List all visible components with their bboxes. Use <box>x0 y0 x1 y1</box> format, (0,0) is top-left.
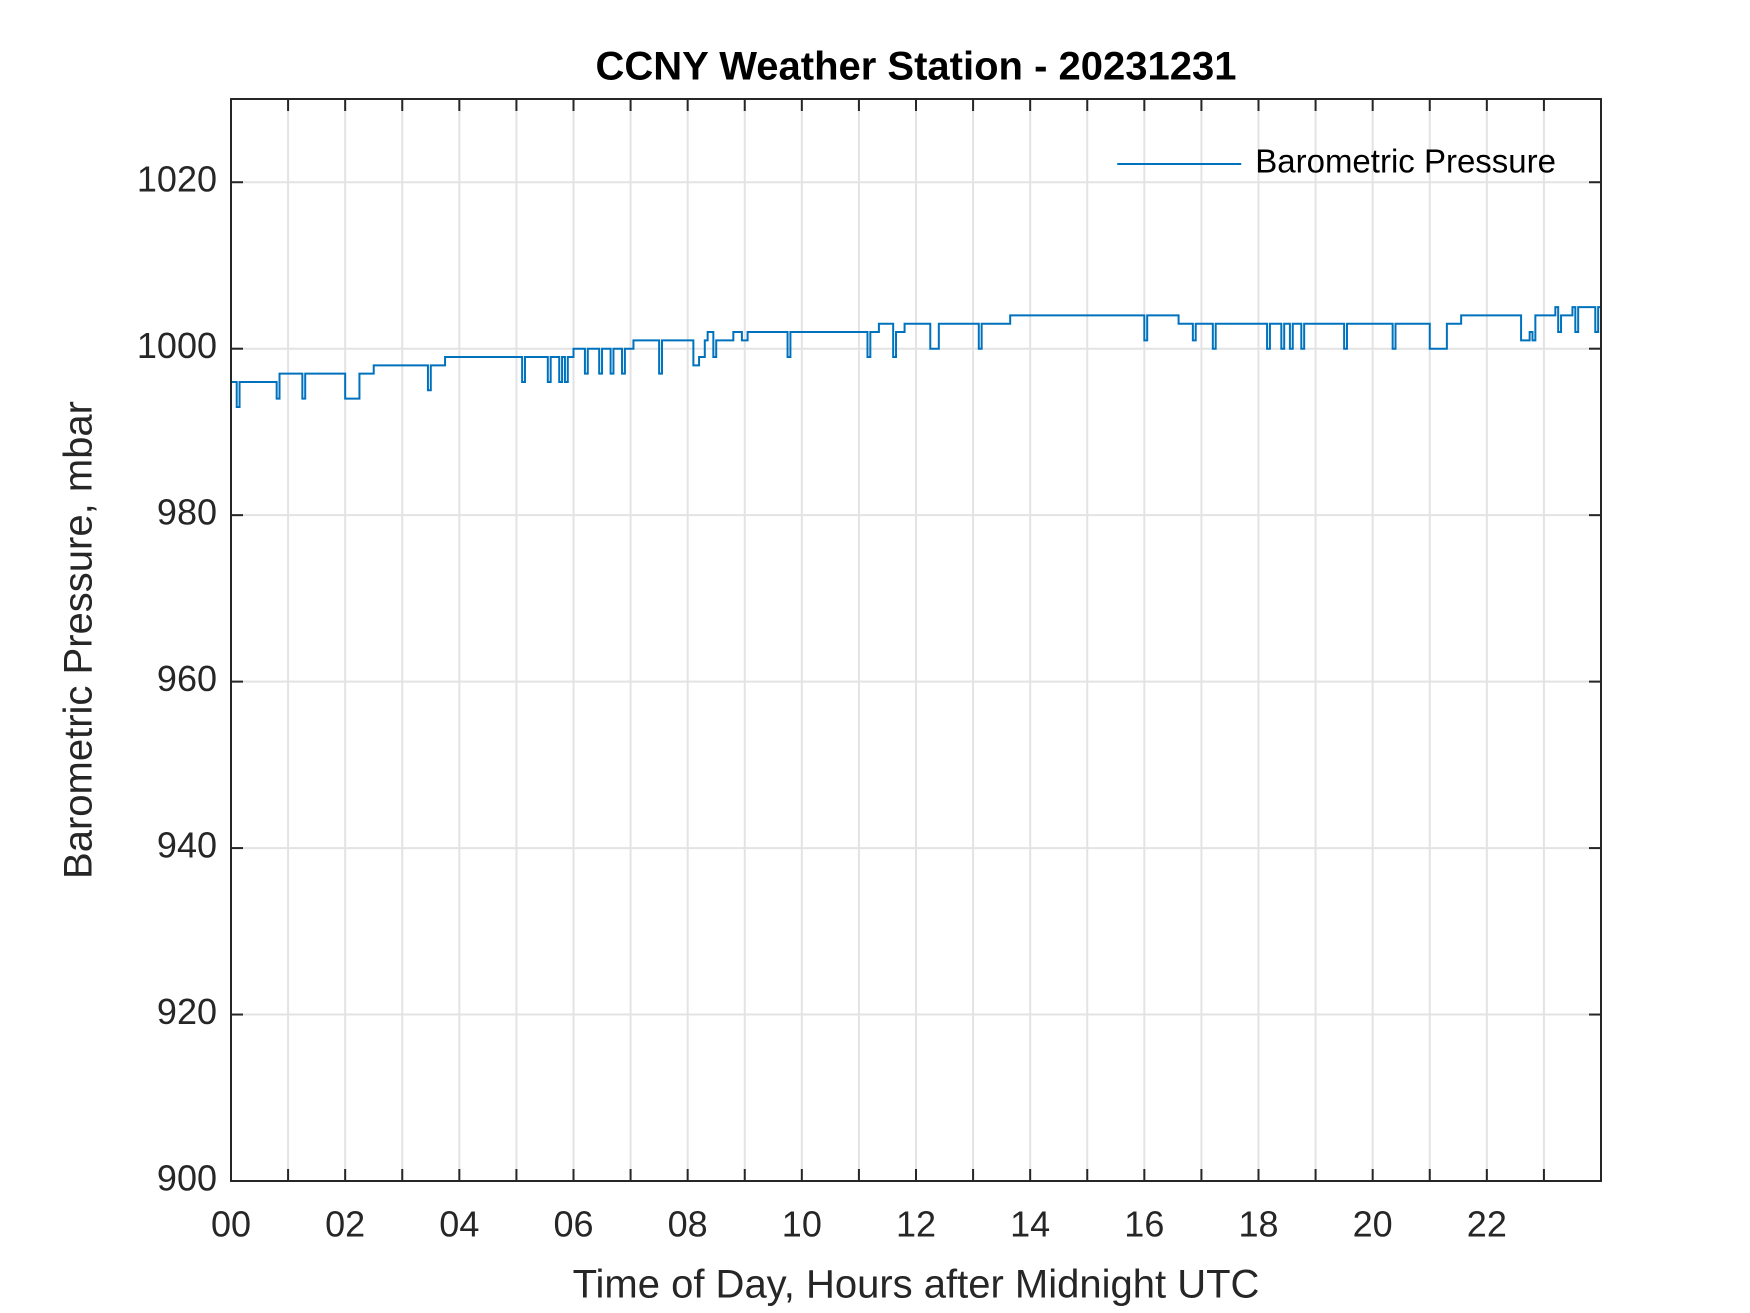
y-tick-label: 960 <box>157 658 217 699</box>
x-tick-label: 04 <box>439 1204 479 1245</box>
x-tick-label: 00 <box>211 1204 251 1245</box>
x-tick-label: 20 <box>1353 1204 1393 1245</box>
x-tick-label: 06 <box>553 1204 593 1245</box>
x-tick-label: 02 <box>325 1204 365 1245</box>
x-tick-label: 10 <box>782 1204 822 1245</box>
y-tick-label: 940 <box>157 825 217 866</box>
x-tick-label: 14 <box>1010 1204 1050 1245</box>
x-tick-label: 18 <box>1238 1204 1278 1245</box>
y-tick-label: 900 <box>157 1158 217 1199</box>
y-tick-label: 920 <box>157 991 217 1032</box>
chart-title: CCNY Weather Station - 20231231 <box>596 45 1237 89</box>
x-tick-label: 12 <box>896 1204 936 1245</box>
y-tick-label: 1020 <box>137 159 217 200</box>
data-line <box>231 306 1601 408</box>
x-tick-label: 08 <box>668 1204 708 1245</box>
y-tick-label: 980 <box>157 492 217 533</box>
legend-label: Barometric Pressure <box>1255 143 1556 180</box>
x-tick-label: 22 <box>1467 1204 1507 1245</box>
y-axis-label: Barometric Pressure, mbar <box>57 401 101 879</box>
x-axis-label: Time of Day, Hours after Midnight UTC <box>573 1263 1260 1307</box>
y-tick-label: 1000 <box>137 325 217 366</box>
x-tick-label: 16 <box>1124 1204 1164 1245</box>
